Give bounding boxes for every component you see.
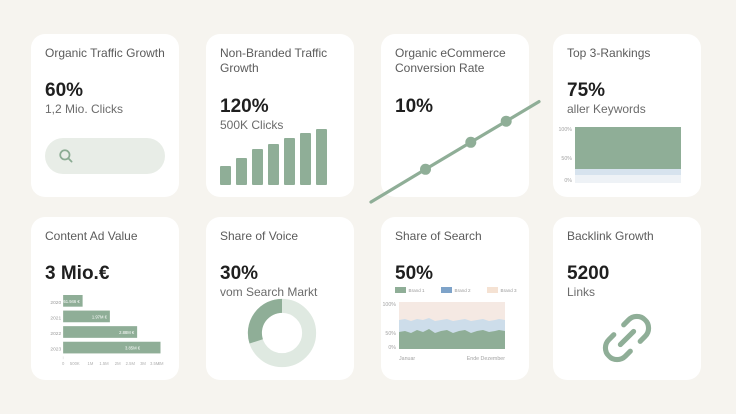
svg-text:50%: 50% (561, 156, 572, 162)
svg-text:50%: 50% (385, 331, 396, 337)
svg-text:100%: 100% (558, 127, 572, 133)
svg-text:2021: 2021 (50, 315, 61, 321)
svg-text:Brand 1: Brand 1 (409, 288, 426, 293)
svg-text:3M: 3M (140, 361, 146, 366)
svg-text:Ende Dezember: Ende Dezember (467, 356, 506, 362)
svg-text:2022: 2022 (50, 331, 61, 337)
svg-text:500K: 500K (70, 361, 80, 366)
svg-text:2.5M: 2.5M (126, 361, 136, 366)
svg-text:2.88M €: 2.88M € (119, 330, 135, 335)
svg-text:Brand 3: Brand 3 (501, 288, 518, 293)
svg-text:0: 0 (62, 361, 65, 366)
svg-text:2023: 2023 (50, 347, 61, 353)
svg-text:951.946 €: 951.946 € (61, 299, 80, 304)
svg-text:3.85M €: 3.85M € (125, 346, 141, 351)
svg-text:2020: 2020 (50, 300, 61, 306)
svg-text:Brand 2: Brand 2 (455, 288, 472, 293)
svg-text:1M: 1M (87, 361, 93, 366)
svg-text:100%: 100% (382, 302, 396, 308)
svg-text:0%: 0% (388, 345, 396, 351)
svg-text:0%: 0% (564, 178, 572, 184)
svg-text:1.97M €: 1.97M € (92, 314, 108, 319)
svg-text:1.5M: 1.5M (99, 361, 109, 366)
svg-text:4M: 4M (158, 361, 164, 366)
svg-text:2M: 2M (115, 361, 121, 366)
svg-text:Januar: Januar (399, 356, 415, 362)
